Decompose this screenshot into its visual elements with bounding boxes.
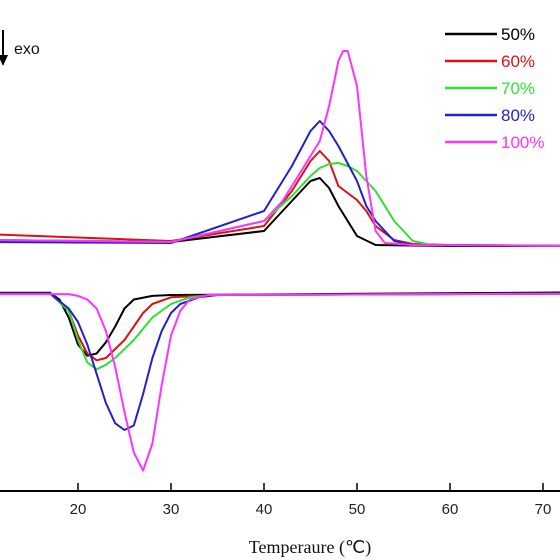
cooling-curves: [0, 291, 560, 472]
legend-label: 100%: [501, 133, 544, 152]
x-axis-title: Temperaure (℃): [249, 537, 371, 558]
heating-curve-100pct: [0, 50, 560, 247]
exo-indicator: exo: [0, 30, 40, 66]
legend-label: 50%: [501, 25, 535, 44]
plot-frame: [0, 490, 560, 492]
x-tick-label: 70: [535, 501, 552, 518]
cooling-curve-100pct: [0, 292, 560, 472]
legend-label: 80%: [501, 106, 535, 125]
cooling-curve-70pct: [0, 292, 560, 371]
heating-curve-50pct: [0, 177, 560, 247]
legend-label: 60%: [501, 52, 535, 71]
heating-curve-60pct: [0, 150, 560, 247]
exo-arrow-head-icon: [0, 55, 8, 66]
x-tick-label: 50: [349, 501, 366, 518]
x-tick-label: 40: [256, 501, 273, 518]
x-tick-label: 20: [70, 501, 87, 518]
legend-label: 70%: [501, 79, 535, 98]
exo-label: exo: [14, 41, 40, 58]
x-tick-label: 30: [163, 501, 180, 518]
heating-curves: [0, 50, 560, 247]
heating-curve-80pct: [0, 120, 560, 247]
heating-curve-70pct: [0, 162, 560, 247]
x-axis-ticks: 20 30 40 50 60 70: [70, 483, 552, 518]
x-tick-label: 60: [442, 501, 459, 518]
legend: 50% 60% 70% 80% 100%: [445, 25, 544, 152]
cooling-curve-80pct: [0, 292, 560, 431]
